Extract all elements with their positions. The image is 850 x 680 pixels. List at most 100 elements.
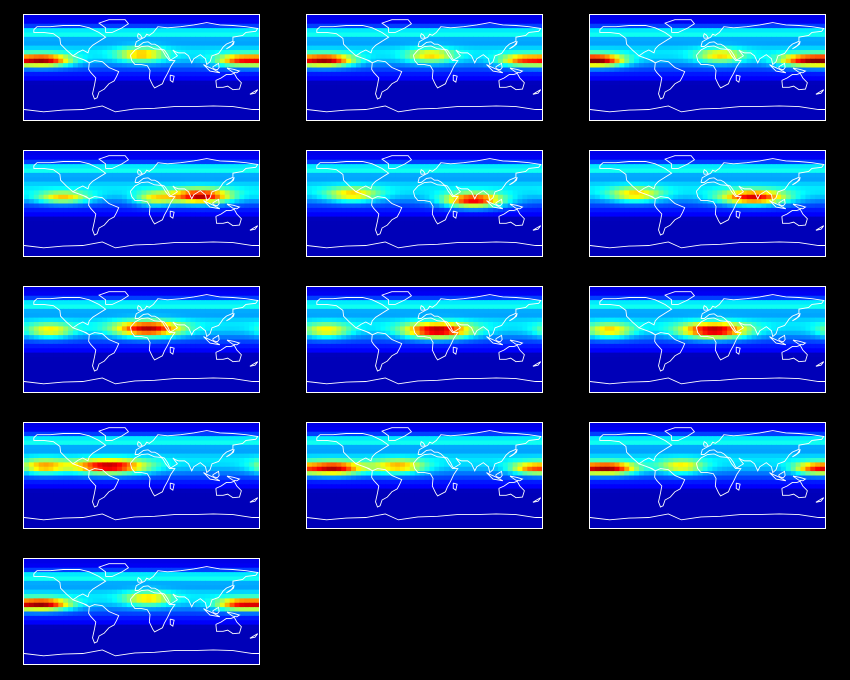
heatmap-cell: [24, 15, 30, 20]
heatmap-cell: [429, 36, 435, 42]
heatmap-cell: [200, 84, 206, 90]
heatmap-cell: [532, 71, 538, 77]
heatmap-cell: [151, 67, 157, 73]
heatmap-cell: [72, 247, 79, 253]
heatmap-cell: [434, 67, 440, 73]
heatmap-cell: [643, 93, 650, 99]
heatmap-cell: [141, 50, 147, 55]
coastline: [134, 158, 259, 202]
heatmap-cell: [419, 164, 426, 170]
heatmap-cell: [517, 164, 524, 170]
heatmap-cell: [512, 67, 519, 73]
heatmap-cell: [38, 194, 45, 200]
heatmap-cell: [692, 76, 699, 82]
heatmap-cell: [351, 71, 357, 77]
heatmap-cell: [512, 159, 519, 165]
heatmap-cell: [190, 63, 196, 69]
heatmap-cell: [185, 168, 192, 174]
heatmap-cell: [254, 71, 259, 77]
heatmap-cell: [200, 32, 206, 38]
heatmap-cell: [185, 151, 192, 156]
heatmap-cell: [766, 76, 772, 82]
heatmap-cell: [355, 80, 362, 86]
heatmap-cell: [244, 71, 250, 77]
heatmap-cell: [648, 71, 655, 77]
heatmap-cell: [429, 177, 435, 183]
heatmap-cell: [170, 23, 177, 29]
heatmap-cell: [448, 155, 455, 161]
heatmap-cell: [400, 36, 406, 42]
heatmap-cell: [414, 84, 421, 90]
heatmap-cell: [239, 63, 245, 69]
heatmap-cell: [82, 71, 89, 77]
heatmap-cell: [532, 54, 538, 60]
heatmap-cell: [82, 164, 89, 170]
heatmap-cell: [458, 36, 465, 42]
heatmap-cell: [488, 106, 494, 112]
heatmap-cell: [341, 28, 347, 34]
heatmap-cell: [77, 207, 84, 213]
heatmap-cell: [126, 111, 133, 117]
heatmap-cell: [497, 98, 504, 104]
coastline: [452, 74, 458, 83]
heatmap-cell: [336, 41, 342, 47]
heatmap-cell: [424, 23, 430, 29]
heatmap-cell: [126, 238, 133, 244]
heatmap-cell: [224, 111, 231, 117]
heatmap-cell: [48, 89, 54, 95]
heatmap-cell: [756, 23, 762, 29]
heatmap-cell: [458, 67, 465, 73]
heatmap-cell: [468, 23, 475, 29]
heatmap-cell: [488, 89, 494, 95]
heatmap-cell: [360, 36, 367, 42]
heatmap-cell: [68, 199, 74, 205]
heatmap-cell: [365, 76, 372, 82]
heatmap-cell: [180, 71, 187, 77]
heatmap-cell: [311, 54, 318, 60]
heatmap-cell: [326, 15, 333, 20]
heatmap-cell: [810, 54, 816, 60]
heatmap-cell: [336, 115, 342, 120]
heatmap-cell: [444, 172, 450, 178]
heatmap-cell: [87, 106, 94, 112]
heatmap-cell: [53, 54, 59, 60]
heatmap-cell: [112, 238, 118, 244]
heatmap-cell: [805, 71, 811, 77]
heatmap-cell: [473, 15, 479, 20]
heatmap-cell: [72, 32, 79, 38]
heatmap-cell: [653, 32, 660, 38]
heatmap-cell: [746, 98, 753, 104]
heatmap-cell: [385, 58, 391, 64]
heatmap-cell: [200, 115, 206, 120]
heatmap-cell: [468, 111, 475, 117]
heatmap-cell: [453, 63, 460, 69]
heatmap-cell: [717, 98, 723, 104]
heatmap-cell: [434, 36, 440, 42]
heatmap-cell: [527, 151, 533, 156]
heatmap-cell: [638, 111, 645, 117]
heatmap-cell: [239, 28, 245, 34]
heatmap-cell: [493, 168, 499, 174]
heatmap-cell: [151, 89, 157, 95]
heatmap-cell: [141, 155, 147, 161]
heatmap-cell: [146, 212, 152, 218]
heatmap-cell: [170, 93, 177, 99]
heatmap-cell: [316, 159, 323, 165]
heatmap-cell: [746, 41, 753, 47]
heatmap-cell: [527, 63, 533, 69]
heatmap-cell: [121, 76, 128, 82]
heatmap-cell: [766, 80, 772, 86]
heatmap-cell: [736, 89, 743, 95]
heatmap-cell: [497, 106, 504, 112]
heatmap-cell: [141, 220, 147, 226]
heatmap-cell: [800, 15, 807, 20]
heatmap-cell: [795, 23, 802, 29]
heatmap-cell: [200, 76, 206, 82]
heatmap-cell: [478, 15, 484, 20]
heatmap-cell: [126, 98, 133, 104]
heatmap-cell: [795, 32, 802, 38]
heatmap-cell: [53, 177, 59, 183]
heatmap-cell: [668, 115, 674, 120]
heatmap-cell: [380, 177, 386, 183]
heatmap-cell: [58, 164, 64, 170]
